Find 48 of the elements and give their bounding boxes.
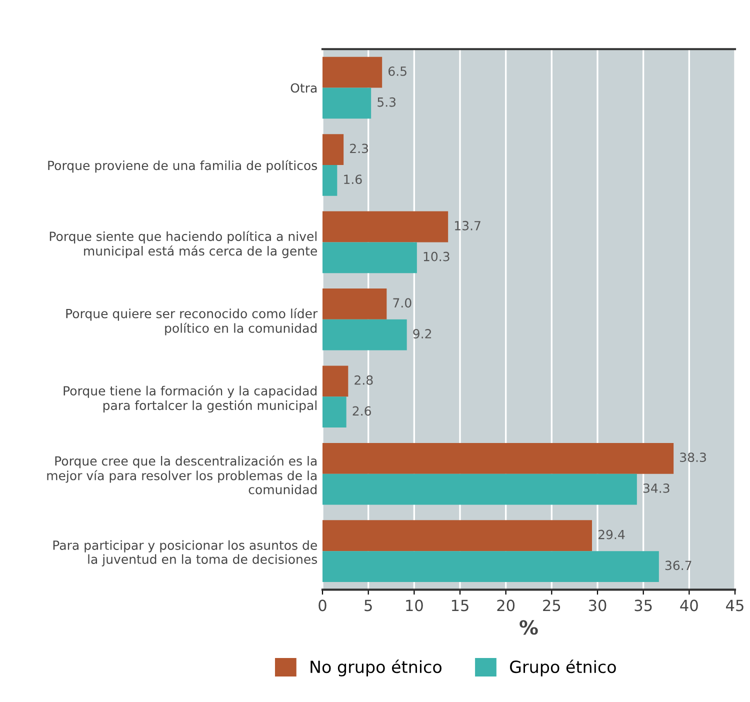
data-label: 13.7 <box>455 220 480 230</box>
x-axis-title: % <box>520 620 538 635</box>
y-tick-label: Otra <box>290 83 317 93</box>
legend-label: No grupo étnico <box>310 660 442 676</box>
bar <box>322 134 344 165</box>
data-label: 5.3 <box>378 97 396 107</box>
bar <box>322 551 659 582</box>
x-tick-label: 25 <box>543 600 560 612</box>
bar <box>322 319 407 350</box>
bar <box>322 164 338 196</box>
bar <box>322 242 417 274</box>
bar <box>322 88 372 119</box>
data-label: 34.3 <box>643 483 670 493</box>
data-label: 6.5 <box>388 66 406 76</box>
bar <box>322 520 592 552</box>
x-tick-label: 20 <box>497 600 515 612</box>
x-tick-label: 35 <box>634 600 652 612</box>
y-tick-label: Porque tiene la formación y la capacidad para fortalcer la gestión municipal <box>64 385 316 413</box>
bar <box>322 396 346 428</box>
data-label: 2.8 <box>354 375 373 385</box>
data-label: 9.2 <box>413 329 432 338</box>
x-tick-label: 40 <box>680 600 698 612</box>
data-label: 38.3 <box>680 452 706 462</box>
y-tick-label: Porque siente que haciendo política a nivel municipal está más cerca de la gente <box>50 230 317 258</box>
legend-label: Grupo étnico <box>510 660 616 676</box>
data-label: 7.0 <box>393 298 412 308</box>
data-label: 1.6 <box>344 174 362 184</box>
bar <box>322 288 387 320</box>
x-tick-label: 10 <box>406 600 423 612</box>
x-tick-label: 0 <box>318 600 326 612</box>
bar <box>322 474 637 505</box>
y-tick-label: Porque quiere ser reconocido como líder político en la comunidad <box>66 308 318 336</box>
data-label: 36.7 <box>665 560 692 570</box>
data-label: 2.6 <box>352 406 371 416</box>
y-tick-label: Para participar y posicionar los asuntos de la juventud en la toma de decisiones <box>53 540 318 566</box>
x-tick-label: 30 <box>588 600 606 612</box>
x-tick-label: 45 <box>726 600 744 612</box>
x-tick-label: 15 <box>452 600 468 612</box>
y-tick-label: Porque cree que la descentralización es la mejor vía para resolver los problemas de la comunidad <box>47 456 317 494</box>
bar <box>322 211 448 242</box>
bar <box>322 442 674 474</box>
data-label: 10.3 <box>424 252 450 262</box>
data-label: 29.4 <box>598 530 625 540</box>
bar <box>322 366 348 397</box>
bar <box>322 56 382 88</box>
data-label: 2.3 <box>350 144 368 154</box>
y-tick-label: Porque proviene de una familia de políticos <box>48 160 318 173</box>
x-tick-label: 5 <box>364 600 372 612</box>
